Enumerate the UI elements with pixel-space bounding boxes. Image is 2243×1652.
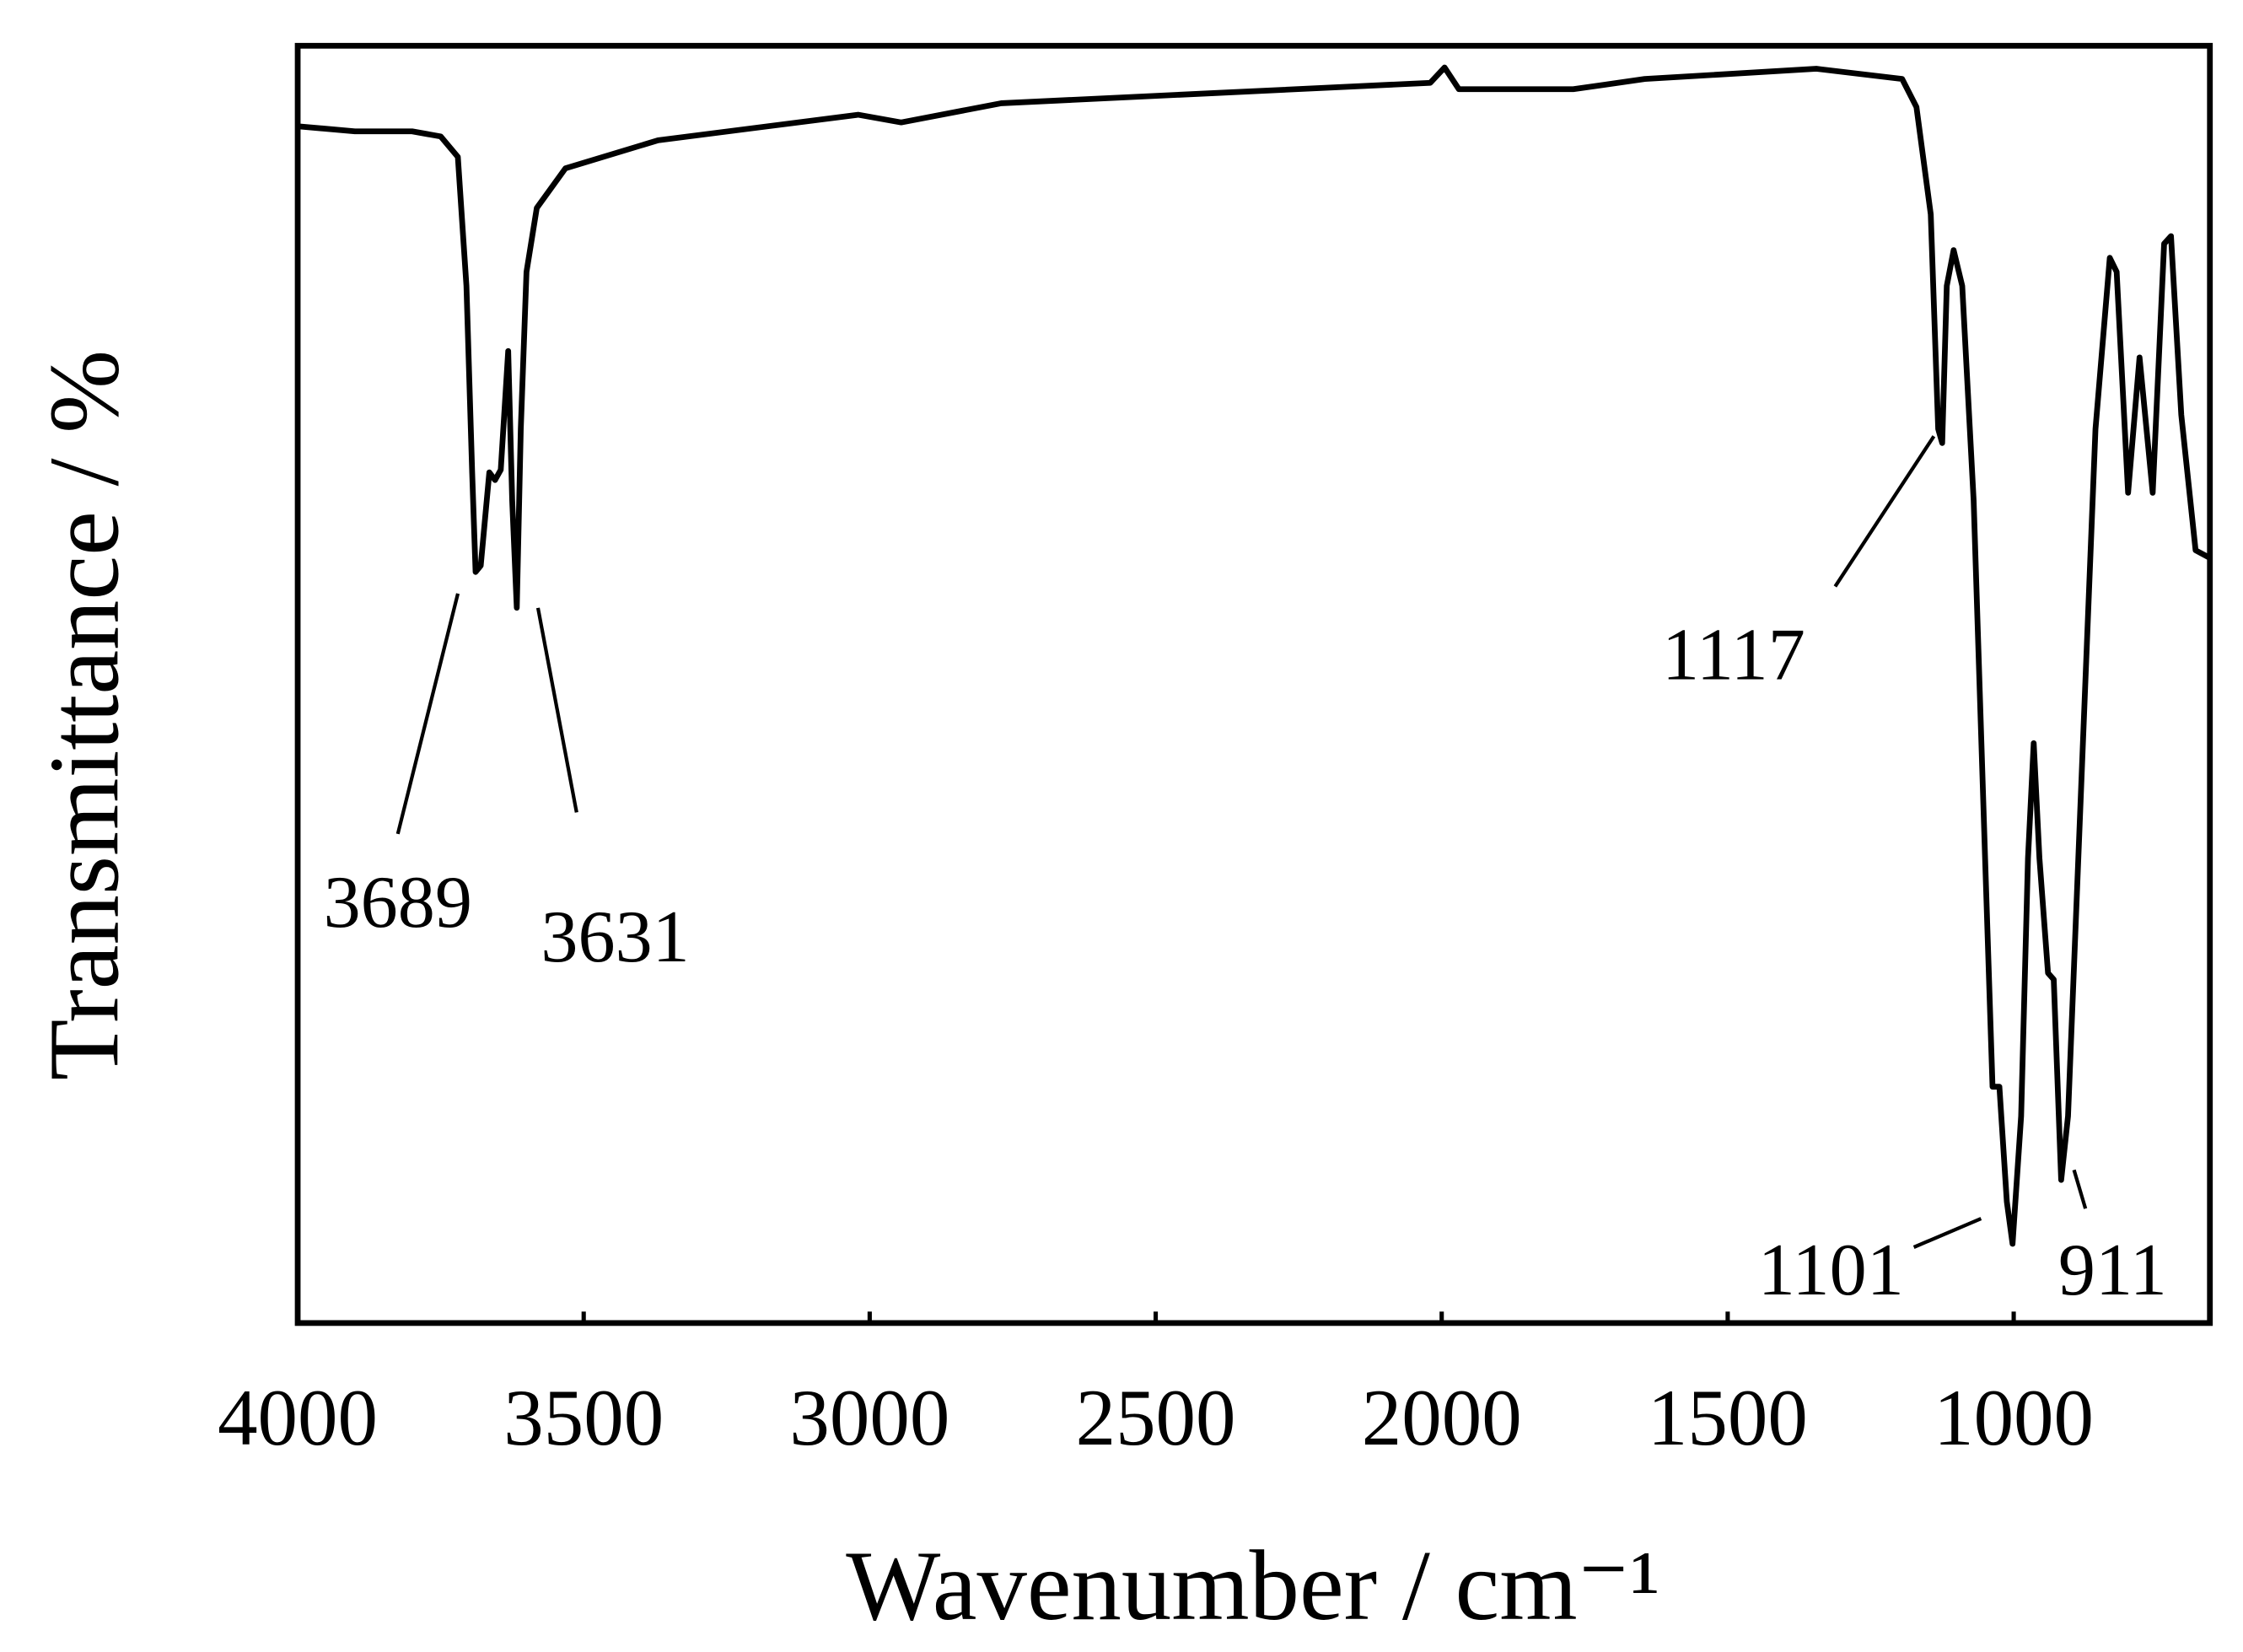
annotation-label: 3689 xyxy=(324,861,472,944)
x-tick-label: 1000 xyxy=(1934,1373,2094,1462)
annotation-leader xyxy=(1912,1217,1982,1249)
x-tick-label: 3000 xyxy=(789,1373,949,1462)
x-tick-label: 2000 xyxy=(1362,1373,1522,1462)
x-tick-label: 2500 xyxy=(1076,1373,1236,1462)
annotation-label: 1117 xyxy=(1662,614,1805,697)
annotation-leader xyxy=(395,593,460,835)
plot-frame xyxy=(294,42,2213,1326)
annotation-label: 1101 xyxy=(1758,1229,1904,1311)
x-tick-label: 1500 xyxy=(1648,1373,1808,1462)
annotation-label: 3631 xyxy=(541,896,689,978)
x-tick-label: 3500 xyxy=(503,1373,664,1462)
annotation-leader xyxy=(2072,1169,2088,1209)
annotation-label: 911 xyxy=(2058,1229,2167,1311)
x-tick-label: 4000 xyxy=(218,1373,378,1462)
y-axis-label: Transmittance / % xyxy=(28,350,139,1080)
annotation-leader xyxy=(1833,435,1936,588)
x-axis-label: Wavenumber / cm⁻¹ xyxy=(846,1530,1660,1641)
spectrum-line xyxy=(297,64,2212,1247)
annotation-leader xyxy=(535,607,578,813)
